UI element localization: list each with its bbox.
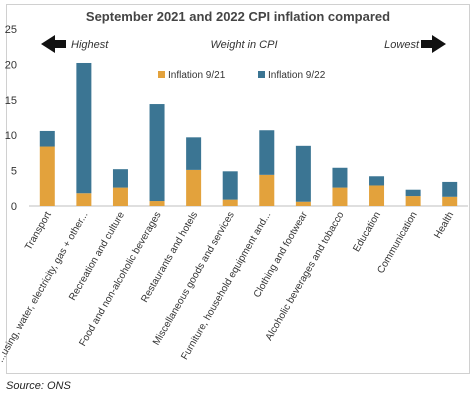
x-tick-label-8: Alcoholic beverages and tobacco <box>264 210 347 343</box>
bar-inflation-9-21-7 <box>295 201 311 206</box>
x-tick-label-11: Health <box>432 210 456 241</box>
legend-swatch-0 <box>158 71 165 78</box>
bar-inflation-9-21-2 <box>112 187 128 206</box>
annotation-lowest: Lowest <box>384 39 420 51</box>
bar-inflation-9-22-2 <box>112 169 128 188</box>
bar-inflation-9-21-11 <box>442 196 458 206</box>
bar-inflation-9-22-10 <box>405 189 421 197</box>
bar-inflation-9-22-9 <box>369 176 385 186</box>
bar-inflation-9-22-3 <box>149 104 165 202</box>
bar-inflation-9-22-6 <box>259 130 275 175</box>
source-note: Source: ONS <box>6 380 71 392</box>
bar-inflation-9-21-8 <box>332 187 348 206</box>
bar-inflation-9-21-6 <box>259 174 275 206</box>
bar-inflation-9-21-1 <box>76 193 92 206</box>
legend-label-1: Inflation 9/22 <box>268 70 326 81</box>
bar-inflation-9-22-1 <box>76 62 92 194</box>
y-tick-label-2: 10 <box>5 130 17 142</box>
bar-inflation-9-21-4 <box>186 169 202 206</box>
bar-inflation-9-21-9 <box>369 185 385 206</box>
y-tick-label-1: 5 <box>11 166 17 178</box>
bar-inflation-9-21-0 <box>39 146 55 206</box>
annotation-weight: Weight in CPI <box>210 39 277 51</box>
bar-inflation-9-22-11 <box>442 181 458 197</box>
x-tick-label-10: Communication <box>375 210 419 276</box>
bar-inflation-9-22-4 <box>186 137 202 170</box>
bar-inflation-9-22-0 <box>39 130 55 147</box>
x-tick-label-0: Transport <box>23 210 54 252</box>
x-tick-label-9: Education <box>351 210 383 254</box>
bar-inflation-9-22-8 <box>332 167 348 188</box>
arrow-right-icon <box>421 35 446 53</box>
bar-inflation-9-22-5 <box>222 171 238 200</box>
y-tick-label-3: 15 <box>5 95 17 107</box>
arrow-left-icon <box>41 35 66 53</box>
annotation-highest: Highest <box>71 39 109 51</box>
chart-title: September 2021 and 2022 CPI inflation co… <box>85 9 391 24</box>
bar-inflation-9-21-10 <box>405 196 421 206</box>
bar-inflation-9-21-3 <box>149 201 165 206</box>
y-tick-label-4: 20 <box>5 59 17 71</box>
bar-inflation-9-22-7 <box>295 145 311 202</box>
legend-label-0: Inflation 9/21 <box>168 70 226 81</box>
y-tick-label-5: 25 <box>5 24 17 36</box>
bar-inflation-9-21-5 <box>222 199 238 206</box>
y-tick-label-0: 0 <box>11 201 17 213</box>
legend-swatch-1 <box>258 71 265 78</box>
